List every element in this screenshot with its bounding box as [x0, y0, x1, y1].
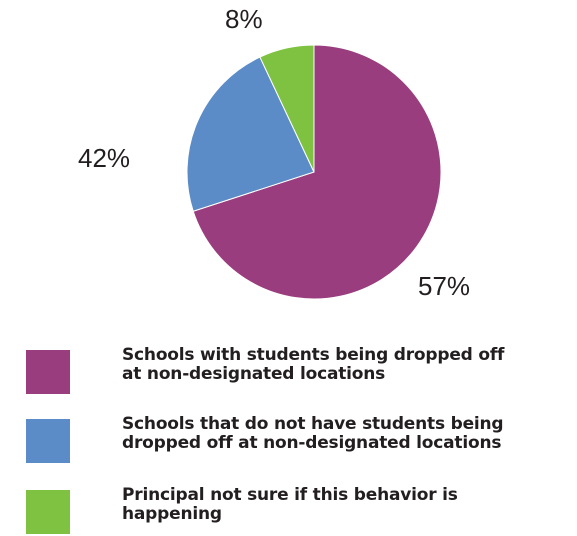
pie-slice-not-sure [259, 44, 315, 173]
slice-label-not-sure: 8% [225, 4, 263, 34]
legend-swatch [26, 490, 70, 534]
pie-slice-not-dropped-off [186, 56, 315, 212]
legend-item-not-dropped-off: Schools that do not have students being … [26, 415, 566, 465]
slice-label-not-dropped-off: 42% [78, 143, 131, 173]
slice-label-dropped-off: 57% [418, 271, 471, 301]
pie-chart [186, 44, 442, 300]
pie-slice-dropped-off [192, 44, 442, 300]
legend-label: Principal not sure if this behavior is h… [122, 485, 458, 524]
legend-label: Schools that do not have students being … [122, 414, 504, 453]
legend-swatch [26, 419, 70, 463]
legend-item-not-sure: Principal not sure if this behavior is h… [26, 486, 566, 536]
legend-label: Schools with students being dropped off … [122, 345, 505, 384]
legend-item-dropped-off: Schools with students being dropped off … [26, 346, 566, 396]
legend-swatch [26, 350, 70, 394]
